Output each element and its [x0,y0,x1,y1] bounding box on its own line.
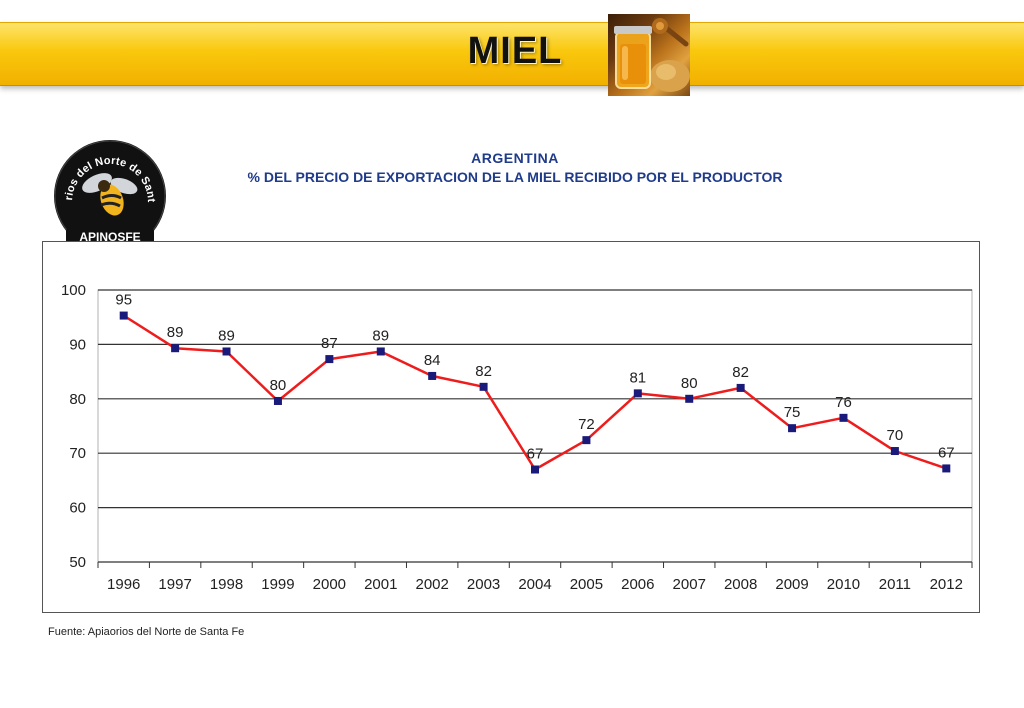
data-label: 67 [938,444,955,461]
data-label: 80 [270,377,287,394]
data-point [479,382,488,391]
data-point [736,383,745,392]
data-point [273,396,282,405]
y-tick-label: 70 [69,445,86,462]
data-label: 82 [475,363,492,380]
data-label: 76 [835,394,852,411]
data-point [685,394,694,403]
data-point [119,311,128,320]
logo-badge: APINOSFE [79,230,140,244]
x-tick-label: 2011 [879,576,911,593]
chart-frame: 50 60 70 80 90 100 1996 1997 1998 1999 2000 2001 200… [42,241,980,613]
x-tick-label: 1996 [107,576,140,593]
y-tick-label: 80 [69,391,86,408]
data-label: 82 [732,364,749,381]
data-label: 70 [887,427,904,444]
data-point [839,413,848,422]
data-label: 84 [424,352,441,369]
x-tick-label: 2002 [415,576,448,593]
data-label: 87 [321,335,338,352]
x-tick-label: 2006 [621,576,654,593]
data-point [942,464,951,473]
plot-area [97,289,973,563]
x-tick-label: 1999 [261,576,294,593]
x-tick-label: 2003 [467,576,500,593]
x-tick-label: 2000 [313,576,346,593]
source-note: Fuente: Apiaorios del Norte de Santa Fe [48,626,245,638]
data-label: 89 [167,324,184,341]
data-point [222,347,231,356]
x-tick-label: 2008 [724,576,757,593]
y-tick-label: 90 [69,336,86,353]
y-tick-label: 50 [69,554,86,571]
data-point [582,436,591,445]
data-label: 95 [115,292,132,309]
data-label: 75 [784,404,801,421]
data-point [376,347,385,356]
x-tick-label: 2010 [827,576,860,593]
chart-title: ARGENTINA [471,150,559,166]
x-tick-label: 2001 [364,576,397,593]
x-tick-label: 1998 [210,576,243,593]
data-label: 89 [218,327,235,344]
data-point [428,371,437,380]
data-label: 72 [578,416,595,433]
data-point [325,355,334,364]
y-tick-label: 100 [61,282,86,299]
x-tick-label: 2009 [775,576,808,593]
data-label: 67 [527,446,544,463]
data-point [890,447,899,456]
data-point [531,465,539,474]
honey-jar-icon [608,14,690,96]
data-label: 80 [681,375,698,392]
chart-subtitle: % DEL PRECIO DE EXPORTACION DE LA MIEL R… [247,169,783,185]
apinosfe-logo: Apiarios del Norte de Santa Fe APINOSFE [48,129,168,254]
data-point [171,344,180,353]
y-tick-label: 60 [69,500,86,517]
line-chart: 50 60 70 80 90 100 1996 1997 1998 1999 2000 2001 200… [61,282,973,593]
bee-icon [82,173,138,216]
x-tick-label: 2012 [930,576,963,593]
data-label: 89 [372,327,389,344]
x-tick-label: 1997 [158,576,191,593]
data-point [788,424,797,433]
x-tick-label: 2005 [570,576,603,593]
x-tick-label: 2007 [673,576,706,593]
title-banner [0,22,1024,86]
x-tick-label: 2004 [518,576,551,593]
banner-title: MIEL [467,30,563,72]
data-point [633,389,642,398]
data-label: 81 [629,369,646,386]
